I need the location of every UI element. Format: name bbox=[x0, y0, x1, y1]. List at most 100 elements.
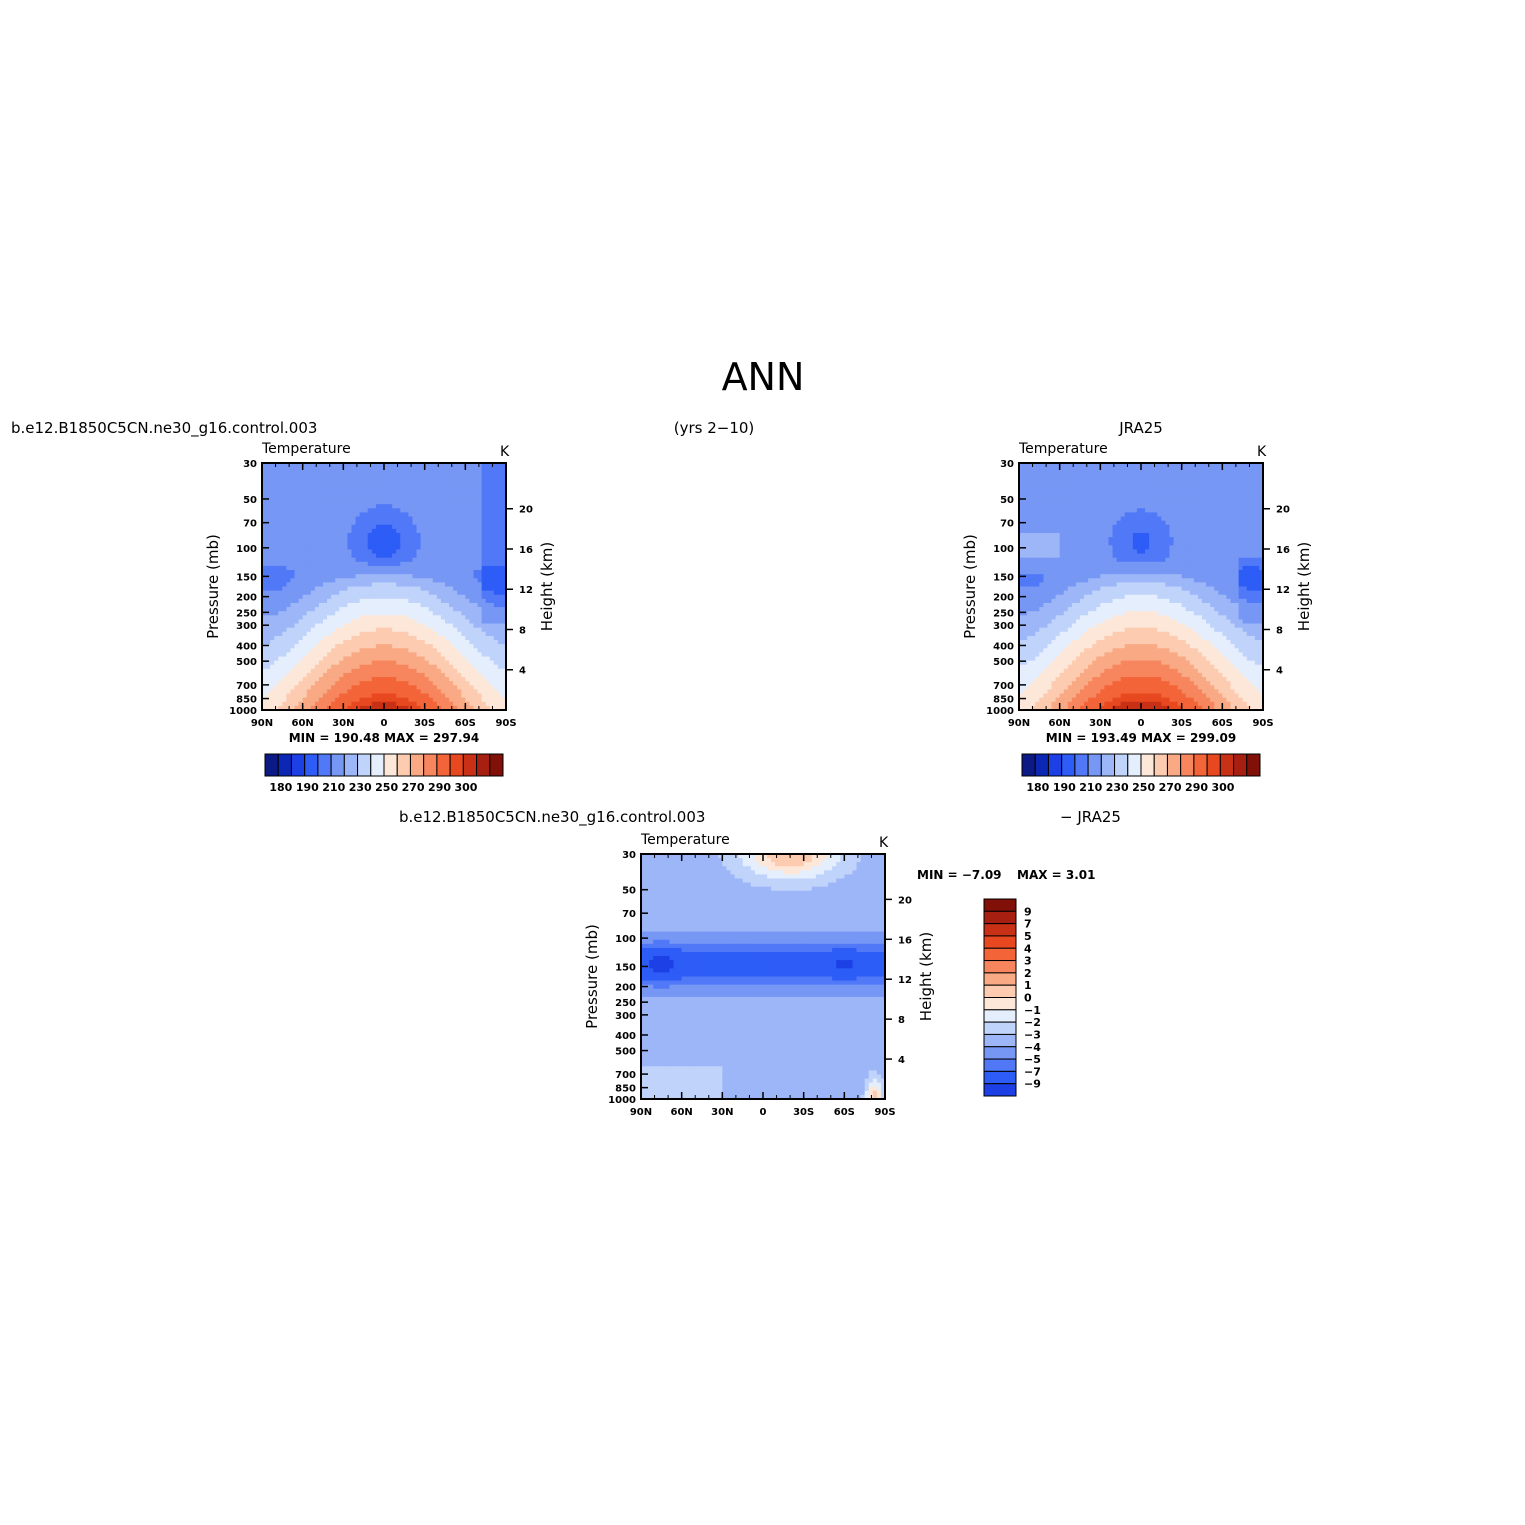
contour-cell bbox=[371, 590, 377, 596]
contour-cell bbox=[302, 664, 308, 670]
contour-cell bbox=[375, 520, 381, 526]
contour-cell bbox=[314, 685, 320, 691]
contour-cell bbox=[1071, 541, 1077, 546]
contour-cell bbox=[1055, 524, 1061, 530]
contour-cell bbox=[363, 660, 369, 666]
contour-cell bbox=[477, 512, 483, 518]
contour-cell bbox=[1222, 463, 1227, 468]
contour-cell bbox=[375, 681, 381, 686]
contour-cell bbox=[485, 528, 491, 534]
contour-cell bbox=[428, 660, 434, 666]
contour-cell bbox=[1104, 520, 1110, 526]
contour-cell bbox=[278, 685, 283, 691]
contour-cell bbox=[331, 701, 336, 707]
contour-cell bbox=[278, 479, 283, 485]
contour-cell bbox=[428, 697, 434, 703]
contour-cell bbox=[388, 697, 393, 703]
contour-cell bbox=[1055, 475, 1061, 481]
contour-cell bbox=[286, 471, 292, 476]
contour-cell bbox=[286, 578, 292, 583]
contour-cell bbox=[412, 677, 418, 682]
contour-cell bbox=[1136, 495, 1142, 501]
contour-cell bbox=[1185, 516, 1191, 522]
contour-cell bbox=[379, 689, 385, 695]
contour-cell bbox=[323, 582, 328, 588]
contour-cell bbox=[384, 623, 389, 629]
contour-cell bbox=[1197, 463, 1203, 468]
contour-cell bbox=[388, 500, 393, 505]
contour-cell bbox=[1169, 487, 1175, 493]
contour-cell bbox=[384, 557, 389, 563]
contour-cell bbox=[1242, 491, 1248, 497]
contour-cell bbox=[375, 495, 381, 501]
contour-cell bbox=[1104, 471, 1110, 476]
contour-cell bbox=[453, 582, 458, 588]
contour-cell bbox=[282, 471, 287, 476]
contour-cell bbox=[1193, 487, 1199, 493]
contour-cell bbox=[1210, 528, 1215, 534]
contour-cell bbox=[327, 520, 332, 526]
contour-cell bbox=[327, 623, 332, 629]
contour-cell bbox=[351, 524, 357, 530]
contour-cell bbox=[318, 705, 324, 711]
contour-cell bbox=[331, 463, 336, 468]
contour-cell bbox=[1088, 524, 1093, 530]
contour-cell bbox=[310, 648, 316, 653]
contour-cell bbox=[404, 672, 409, 678]
contour-cell bbox=[375, 640, 381, 645]
contour-cell bbox=[310, 578, 316, 583]
contour-cell bbox=[453, 487, 458, 493]
contour-cell bbox=[412, 557, 418, 563]
contour-cell bbox=[1149, 467, 1154, 472]
contour-cell bbox=[286, 652, 292, 658]
contour-cell bbox=[359, 487, 365, 493]
contour-cell bbox=[469, 697, 475, 703]
contour-cell bbox=[384, 532, 389, 538]
contour-cell bbox=[1071, 463, 1077, 468]
contour-cell bbox=[1055, 508, 1061, 513]
contour-cell bbox=[420, 483, 426, 489]
contour-cell bbox=[453, 615, 458, 621]
contour-cell bbox=[1080, 516, 1085, 522]
contour-cell bbox=[1165, 491, 1171, 497]
contour-cell bbox=[412, 516, 418, 522]
contour-cell bbox=[473, 640, 479, 645]
contour-cell bbox=[469, 553, 475, 559]
contour-cell bbox=[400, 681, 405, 686]
contour-cell bbox=[477, 644, 483, 649]
contour-cell bbox=[1165, 475, 1171, 481]
contour-cell bbox=[416, 528, 422, 534]
contour-cell bbox=[335, 660, 340, 666]
contour-cell bbox=[469, 565, 475, 571]
contour-cell bbox=[473, 528, 479, 534]
contour-cell bbox=[1149, 495, 1154, 501]
contour-cell bbox=[1161, 500, 1166, 505]
contour-cell bbox=[1088, 483, 1093, 489]
contour-cell bbox=[343, 668, 348, 674]
contour-cell bbox=[396, 512, 401, 518]
contour-cell bbox=[388, 504, 393, 509]
contour-cell bbox=[1202, 495, 1207, 501]
contour-cell bbox=[457, 656, 462, 662]
contour-cell bbox=[323, 463, 328, 468]
contour-cell bbox=[432, 594, 438, 600]
contour-cell bbox=[379, 537, 385, 542]
contour-cell bbox=[1084, 516, 1089, 522]
contour-cell bbox=[1043, 471, 1049, 476]
contour-cell bbox=[367, 701, 373, 707]
contour-cell bbox=[461, 524, 466, 530]
contour-cell bbox=[1230, 475, 1236, 481]
contour-cell bbox=[457, 495, 462, 501]
contour-cell bbox=[1153, 537, 1158, 542]
contour-cell bbox=[1059, 512, 1065, 518]
contour-cell bbox=[367, 504, 373, 509]
contour-cell bbox=[371, 635, 377, 641]
contour-cell bbox=[286, 565, 292, 571]
contour-cell bbox=[1039, 500, 1044, 505]
contour-cell bbox=[371, 487, 377, 493]
contour-cell bbox=[1019, 541, 1024, 546]
contour-cell bbox=[331, 648, 336, 653]
contour-cell bbox=[323, 672, 328, 678]
contour-cell bbox=[473, 627, 479, 633]
contour-cell bbox=[327, 668, 332, 674]
